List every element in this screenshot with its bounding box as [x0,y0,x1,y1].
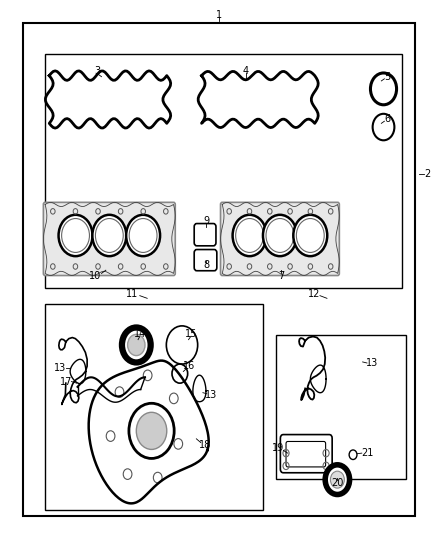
FancyBboxPatch shape [220,203,339,276]
Circle shape [293,215,327,256]
Bar [276,335,406,479]
Text: 13: 13 [366,358,378,368]
Text: 17: 17 [60,376,72,386]
Text: 13: 13 [205,390,217,400]
Circle shape [325,465,350,495]
Text: 15: 15 [184,329,197,339]
Circle shape [129,403,174,458]
Bar [45,304,262,511]
Text: 8: 8 [203,261,209,270]
Circle shape [263,215,297,256]
Text: 7: 7 [278,271,284,280]
Text: 16: 16 [183,361,195,370]
Text: 2: 2 [424,169,430,179]
FancyBboxPatch shape [43,203,175,276]
Text: 9: 9 [203,216,209,227]
Text: 18: 18 [199,440,211,450]
Text: 1: 1 [216,10,222,20]
Text: 12: 12 [307,289,320,299]
Text: 5: 5 [384,71,391,82]
Circle shape [330,471,344,488]
Text: 3: 3 [94,67,100,76]
Text: 19: 19 [272,443,284,454]
Circle shape [122,327,151,362]
Text: 10: 10 [89,271,101,280]
Circle shape [126,215,160,256]
Text: 4: 4 [243,67,249,76]
Text: 21: 21 [361,448,373,458]
Circle shape [59,215,92,256]
Circle shape [92,215,126,256]
Circle shape [127,334,145,356]
Circle shape [233,215,267,256]
Text: 6: 6 [385,114,391,124]
Text: 20: 20 [331,478,343,488]
Text: 11: 11 [126,289,138,299]
Text: 14: 14 [134,329,146,339]
Bar [45,54,402,288]
Circle shape [136,413,167,449]
Text: 13: 13 [54,364,66,373]
